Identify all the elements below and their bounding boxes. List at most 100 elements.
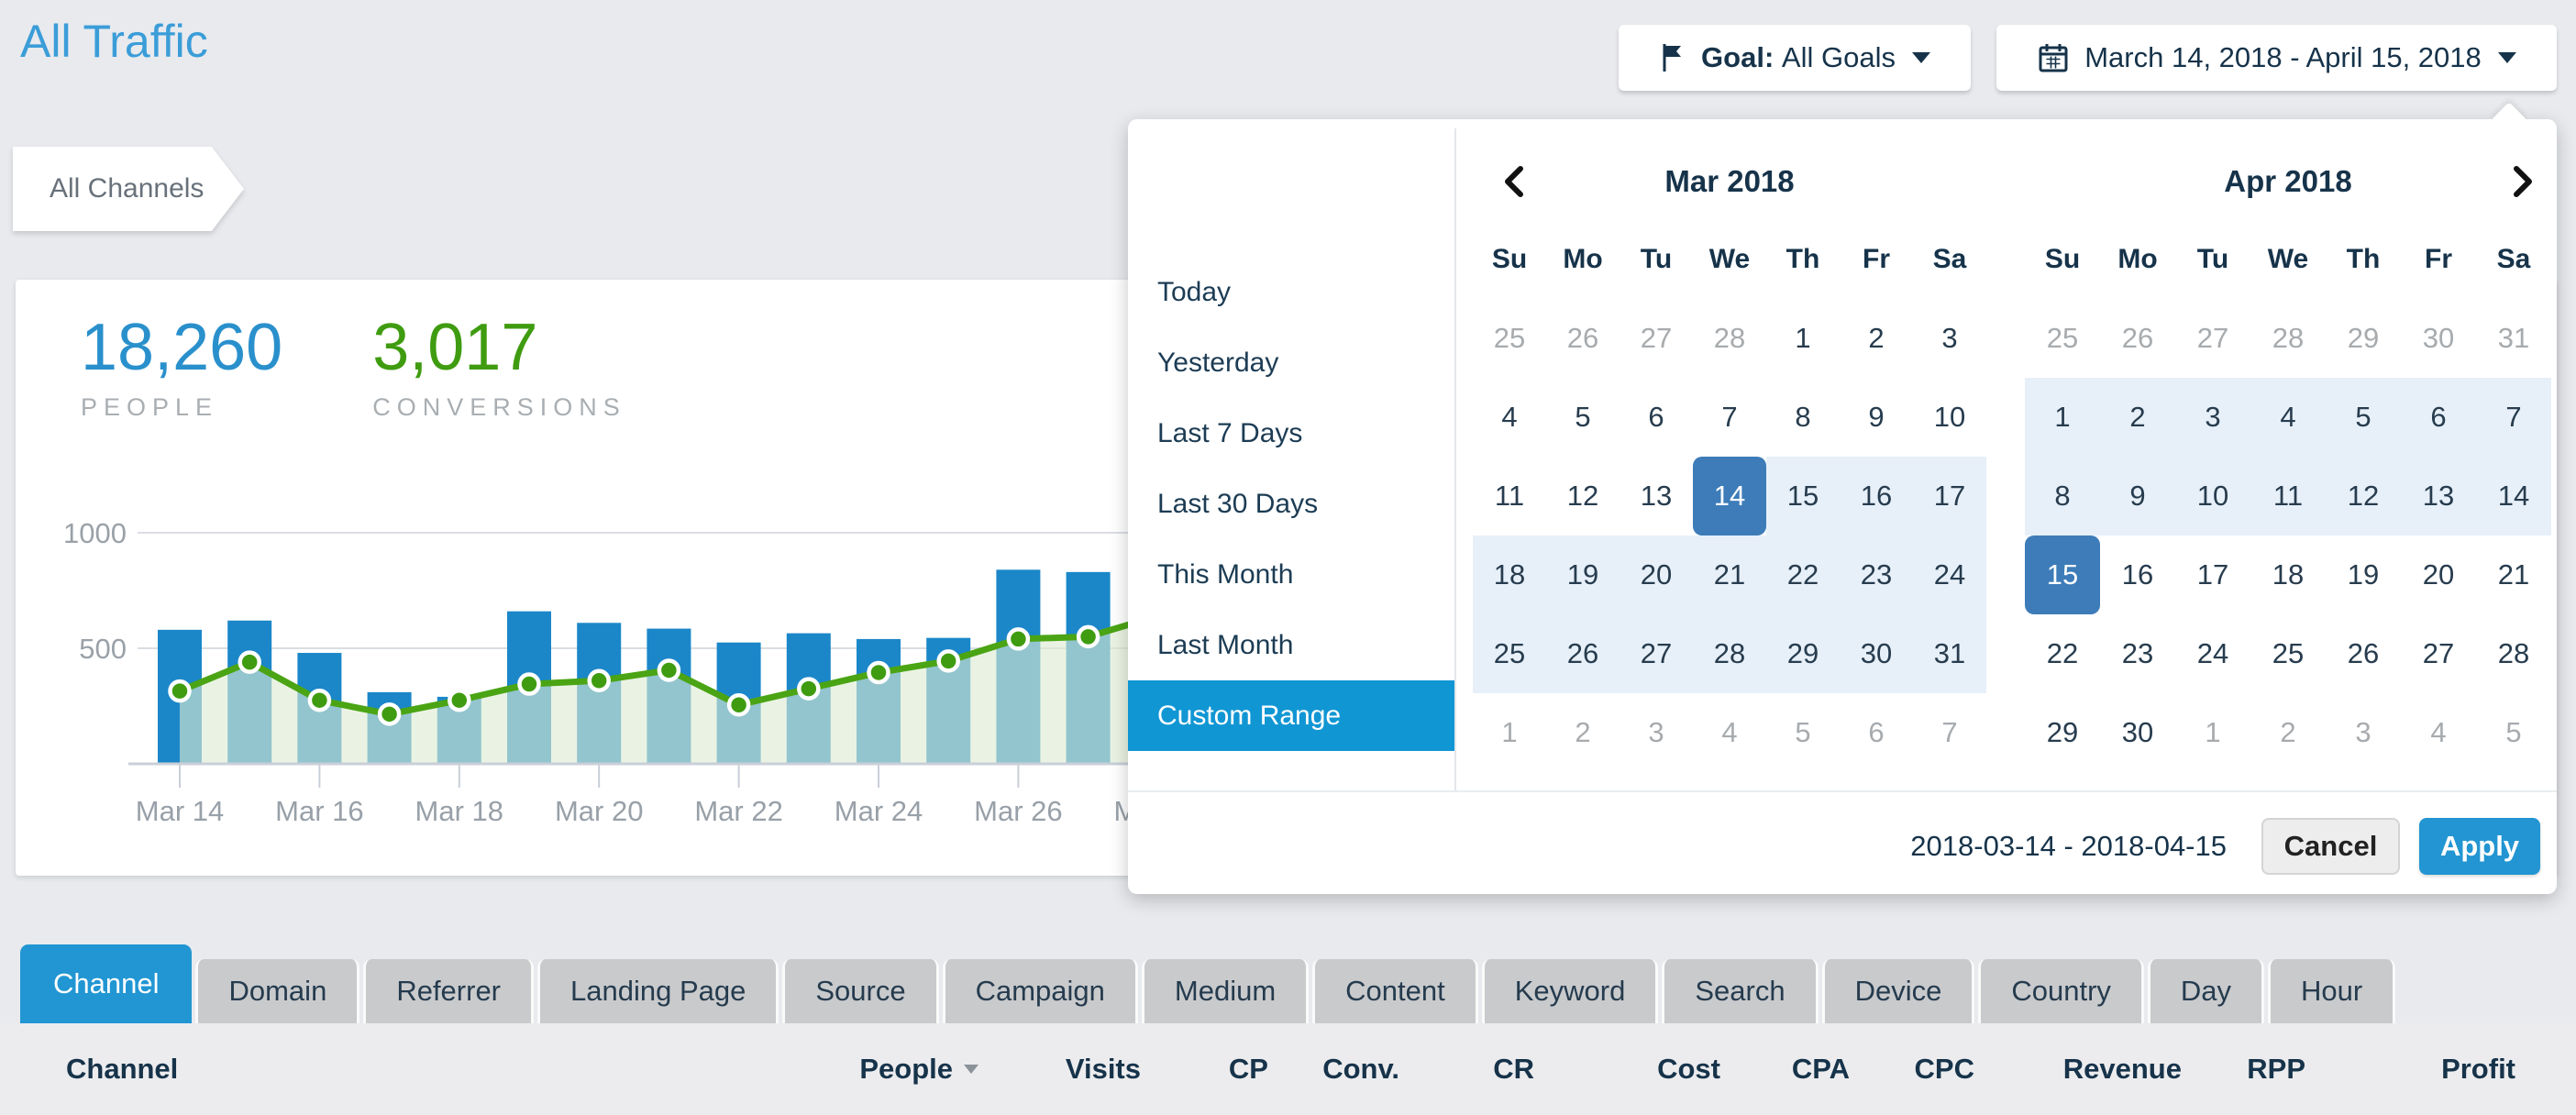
column-header-revenue[interactable]: Revenue [2062,1053,2182,1085]
day-cell-selected[interactable]: 14 [1693,457,1766,535]
day-cell[interactable]: 20 [2422,558,2455,591]
day-cell[interactable]: 7 [1941,716,1958,748]
line-marker[interactable] [238,650,261,674]
tab-device[interactable]: Device [1821,959,1975,1023]
day-cell[interactable]: 26 [1546,614,1620,693]
day-cell[interactable]: 11 [1494,480,1525,512]
day-cell[interactable]: 1 [1501,716,1518,748]
column-header-cp[interactable]: CP [1228,1053,1268,1085]
day-cell[interactable]: 5 [1575,401,1591,433]
day-cell[interactable]: 18 [1473,535,1546,614]
tab-campaign[interactable]: Campaign [942,959,1138,1023]
day-cell[interactable]: 26 [2347,637,2380,669]
day-cell[interactable]: 5 [2505,716,2522,748]
day-cell[interactable]: 6 [1648,401,1664,433]
day-cell[interactable]: 21 [2497,558,2530,591]
day-cell[interactable]: 26 [1566,322,1599,354]
menu-item-last-7-days[interactable]: Last 7 Days [1157,418,1303,448]
day-cell[interactable]: 9 [1868,401,1885,433]
day-cell[interactable]: 4 [1501,401,1518,433]
day-cell[interactable]: 30 [2422,322,2455,354]
day-cell[interactable]: 30 [1840,614,1913,693]
day-cell[interactable]: 25 [2046,322,2079,354]
day-cell[interactable]: 25 [1493,322,1526,354]
column-header-cost[interactable]: Cost [1657,1053,1720,1085]
tab-channel[interactable]: Channel [20,944,193,1023]
day-cell[interactable]: 14 [2476,457,2551,535]
day-cell[interactable]: 8 [2025,457,2100,535]
menu-item-this-month[interactable]: This Month [1157,559,1294,590]
column-header-cpc[interactable]: CPC [1914,1053,1974,1085]
day-cell[interactable]: 29 [2046,716,2079,748]
day-cell[interactable]: 4 [2430,716,2447,748]
day-cell[interactable]: 12 [2326,457,2401,535]
day-cell[interactable]: 27 [1640,322,1673,354]
column-header-channel[interactable]: Channel [66,1053,179,1085]
day-cell[interactable]: 8 [1795,401,1811,433]
day-cell[interactable]: 5 [1795,716,1811,748]
day-cell[interactable]: 23 [1840,535,1913,614]
column-header-people[interactable]: People [859,1023,978,1115]
menu-item-yesterday[interactable]: Yesterday [1157,348,1279,378]
day-cell[interactable]: 17 [2196,558,2229,591]
day-cell[interactable]: 29 [2347,322,2380,354]
line-marker[interactable] [726,692,751,717]
day-cell[interactable]: 2 [2100,378,2175,457]
day-cell[interactable]: 25 [2272,637,2305,669]
day-cell[interactable]: 13 [1640,480,1673,512]
day-cell[interactable]: 22 [2046,637,2079,669]
day-cell[interactable]: 19 [1546,535,1620,614]
day-cell[interactable]: 6 [2401,378,2476,457]
day-cell[interactable]: 10 [1933,401,1966,433]
line-marker[interactable] [448,688,471,712]
tab-hour[interactable]: Hour [2268,959,2396,1023]
day-cell[interactable]: 27 [2422,637,2455,669]
day-cell[interactable]: 1 [1795,322,1811,354]
day-cell[interactable]: 2 [1575,716,1591,748]
day-cell[interactable]: 17 [1913,457,1986,535]
day-cell[interactable]: 2 [2280,716,2296,748]
line-marker[interactable] [936,649,960,673]
day-cell[interactable]: 31 [1913,614,1986,693]
day-cell[interactable]: 7 [1721,401,1738,433]
day-cell[interactable]: 24 [1913,535,1986,614]
apply-button[interactable]: Apply [2419,818,2540,875]
tab-domain[interactable]: Domain [195,959,360,1023]
day-cell[interactable]: 16 [1840,457,1913,535]
cancel-button[interactable]: Cancel [2261,818,2400,875]
day-cell[interactable]: 4 [2250,378,2326,457]
day-cell[interactable]: 2 [1868,322,1885,354]
day-cell[interactable]: 28 [1713,322,1746,354]
day-cell[interactable]: 1 [2025,378,2100,457]
tab-source[interactable]: Source [782,959,939,1023]
line-marker[interactable] [587,668,611,693]
day-cell[interactable]: 3 [2175,378,2250,457]
menu-item-today[interactable]: Today [1157,277,1232,307]
breadcrumb[interactable]: All Channels [13,147,244,231]
day-cell[interactable]: 7 [2476,378,2551,457]
day-cell[interactable]: 19 [2347,558,2380,591]
day-cell[interactable]: 25 [1473,614,1546,693]
column-header-cpa[interactable]: CPA [1791,1053,1850,1085]
day-cell[interactable]: 16 [2121,558,2154,591]
tab-keyword[interactable]: Keyword [1481,959,1659,1023]
day-cell[interactable]: 27 [1620,614,1693,693]
line-marker[interactable] [867,660,890,685]
day-cell[interactable]: 12 [1566,480,1599,512]
line-marker[interactable] [168,679,192,703]
goal-dropdown-button[interactable]: Goal: All Goals [1619,25,1971,91]
day-cell[interactable]: 31 [2497,322,2530,354]
day-cell[interactable]: 10 [2175,457,2250,535]
day-cell[interactable]: 21 [1693,535,1766,614]
column-header-conv[interactable]: Conv. [1322,1053,1399,1085]
day-cell[interactable]: 3 [1941,322,1958,354]
next-month-icon[interactable] [2505,163,2538,200]
tab-referrer[interactable]: Referrer [363,959,535,1023]
day-cell[interactable]: 23 [2121,637,2154,669]
day-cell[interactable]: 15 [1766,457,1840,535]
day-cell[interactable]: 28 [1693,614,1766,693]
day-cell[interactable]: 11 [2250,457,2326,535]
day-cell[interactable]: 28 [2272,322,2305,354]
line-marker[interactable] [657,658,681,682]
column-header-visits[interactable]: Visits [1065,1053,1141,1085]
